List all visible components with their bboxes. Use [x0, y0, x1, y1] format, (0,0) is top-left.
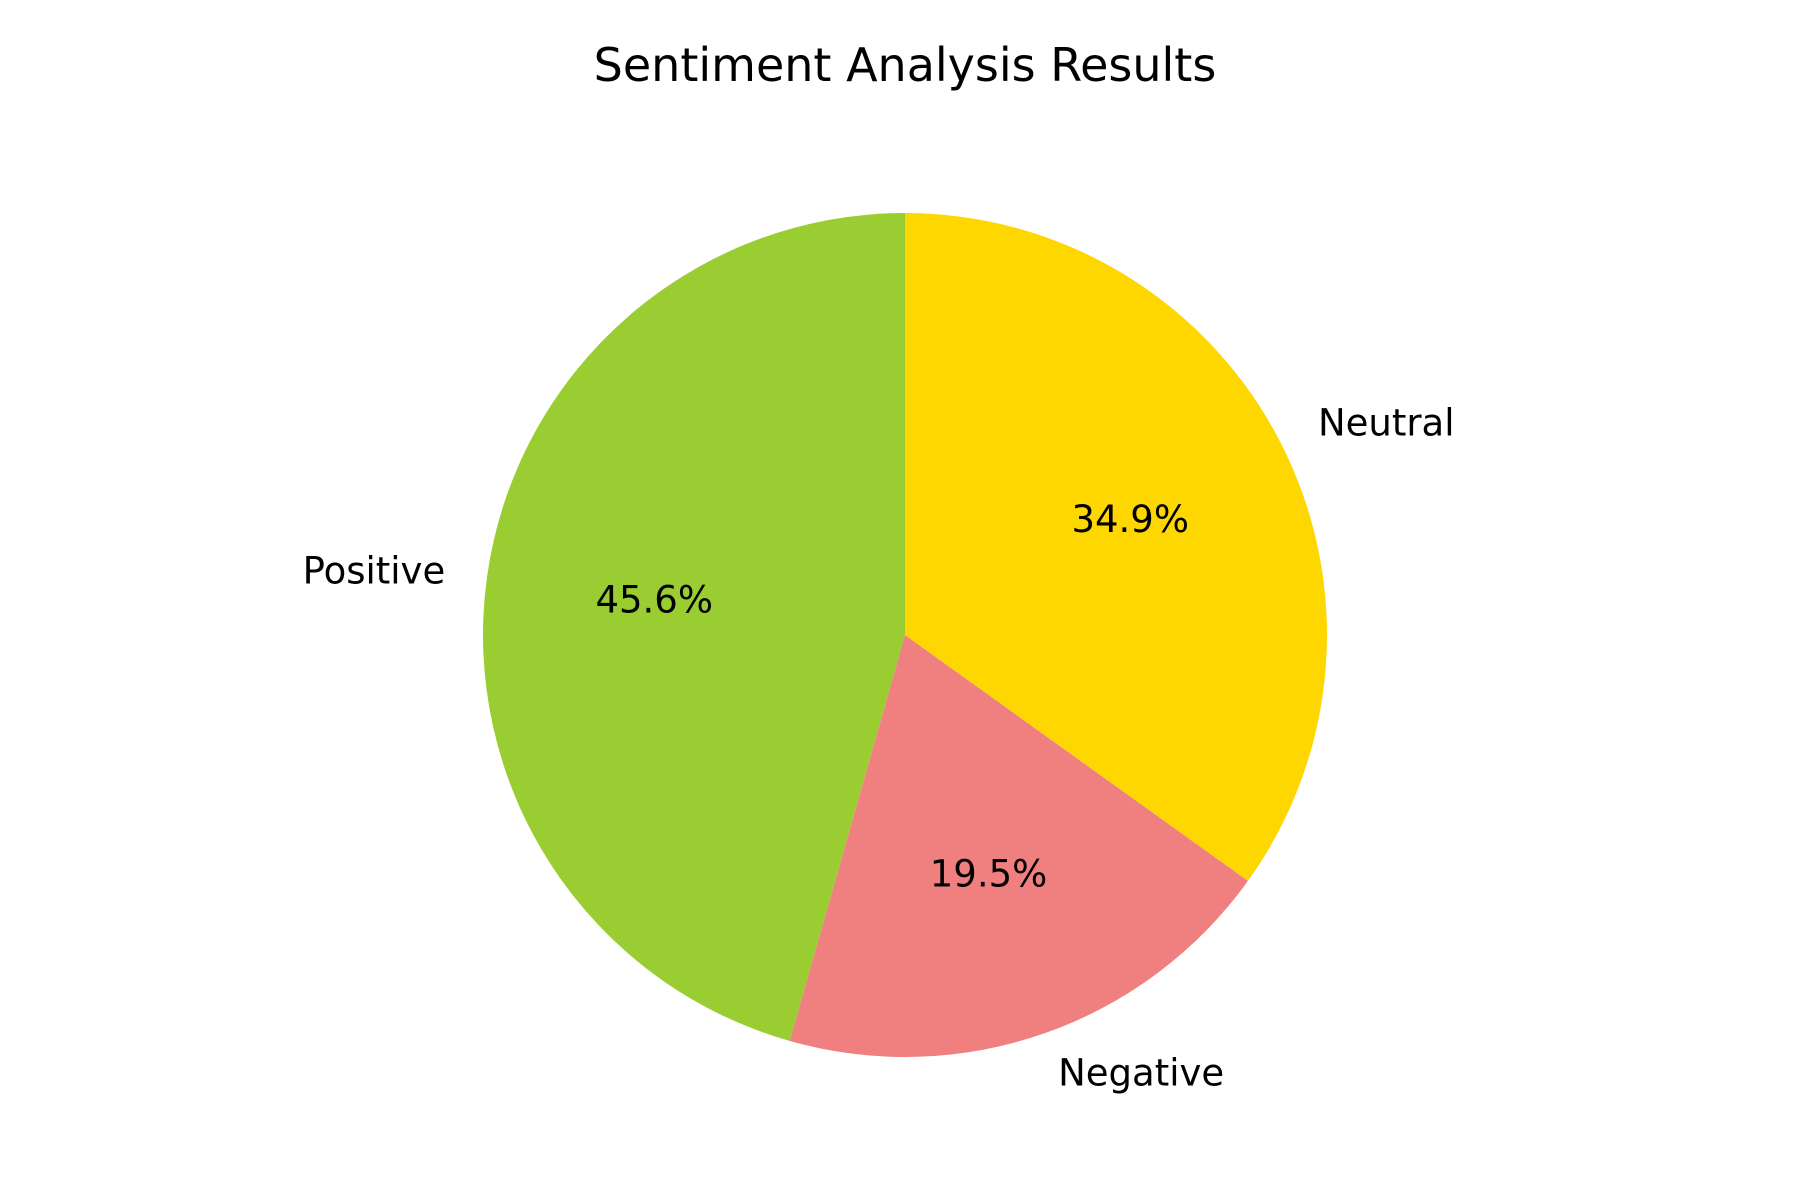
slice-label-positive: Positive — [303, 550, 446, 593]
pie-slice-neutral — [905, 212, 1328, 881]
slice-label-neutral: Neutral — [1318, 401, 1455, 444]
pie-labels: 45.6% Positive 19.5% Negative 34.9% Neutral — [303, 401, 1455, 1094]
pie-slice-negative — [789, 635, 1248, 1058]
pct-label-neutral: 34.9% — [1071, 498, 1189, 541]
slice-label-negative: Negative — [1058, 1052, 1224, 1095]
pct-label-positive: 45.6% — [595, 579, 713, 622]
pct-label-negative: 19.5% — [930, 853, 1048, 896]
pie-slices — [482, 212, 1328, 1058]
chart-title: Sentiment Analysis Results — [594, 38, 1217, 92]
pie-slice-positive — [482, 213, 905, 1041]
